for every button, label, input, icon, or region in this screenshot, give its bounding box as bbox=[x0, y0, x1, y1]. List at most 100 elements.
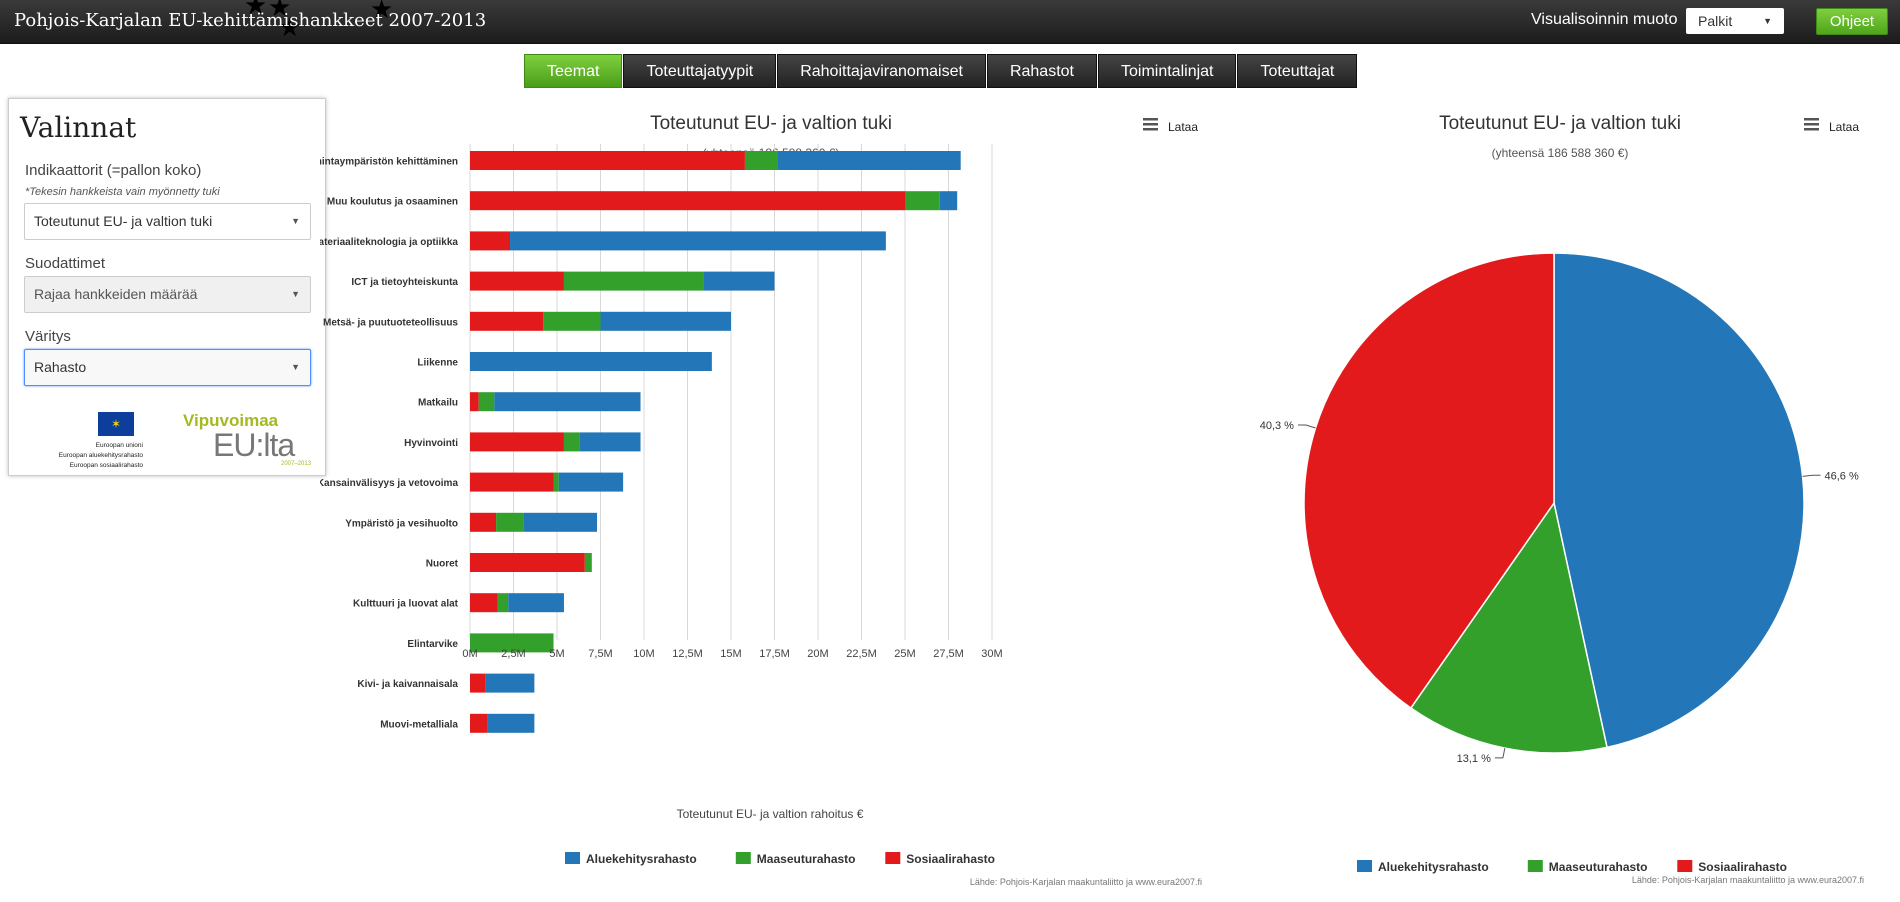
bar-segment[interactable] bbox=[470, 392, 479, 412]
pie-chart-menu[interactable]: Lataa bbox=[1804, 118, 1859, 134]
legend-swatch bbox=[735, 852, 751, 864]
legend-swatch bbox=[565, 852, 580, 864]
category-label: Kivi- ja kaivannaisala bbox=[357, 679, 458, 690]
caret-down-icon: ▼ bbox=[291, 216, 300, 226]
bar-segment[interactable] bbox=[470, 352, 712, 371]
bar-segment[interactable] bbox=[470, 472, 554, 492]
bar-segment[interactable] bbox=[470, 633, 554, 653]
x-tick-label: 10M bbox=[633, 648, 654, 660]
bar-segment[interactable] bbox=[470, 713, 488, 733]
bar-chart: Toteutunut EU- ja valtion tuki (yhteensä… bbox=[320, 113, 1202, 887]
legend-swatch bbox=[1357, 860, 1372, 872]
bar-segment[interactable] bbox=[470, 271, 564, 291]
bar-segment[interactable] bbox=[777, 151, 961, 170]
bar-segment[interactable] bbox=[470, 151, 745, 170]
legend-item[interactable]: Sosiaalirahasto bbox=[1698, 860, 1787, 874]
star-icon: ★ bbox=[370, 0, 394, 24]
filters-select-value: Rajaa hankkeiden määrää bbox=[34, 286, 198, 302]
eu-logo-line: Euroopan sosiaalirahasto bbox=[69, 462, 143, 469]
bar-segment[interactable] bbox=[579, 432, 641, 452]
pie-chart-menu-label: Lataa bbox=[1829, 120, 1859, 134]
legend-item[interactable]: Aluekehitysrahasto bbox=[1378, 860, 1489, 874]
pie-chart: Toteutunut EU- ja valtion tuki (yhteensä… bbox=[1260, 113, 1864, 885]
tab-rahoittajaviranomaiset[interactable]: Rahoittajaviranomaiset bbox=[777, 54, 986, 88]
legend-item[interactable]: Maaseuturahasto bbox=[1549, 860, 1648, 874]
bar-segment[interactable] bbox=[470, 432, 564, 452]
bar-segment[interactable] bbox=[510, 231, 886, 251]
indicator-label: Indikaattorit (=pallon koko) bbox=[25, 162, 202, 179]
bar-segment[interactable] bbox=[703, 271, 775, 291]
bar-segment[interactable] bbox=[523, 512, 598, 532]
bar-segment[interactable] bbox=[600, 311, 732, 331]
pie-connector bbox=[1297, 424, 1316, 429]
vipuvoimaa-years: 2007–2013 bbox=[281, 461, 312, 467]
tab-rahastot[interactable]: Rahastot bbox=[986, 54, 1097, 88]
tab-toteuttajatyypit[interactable]: Toteuttajatyypit bbox=[623, 54, 777, 88]
bar-segment[interactable] bbox=[508, 593, 564, 613]
menu-icon bbox=[1143, 128, 1158, 131]
bar-segment[interactable] bbox=[487, 713, 535, 733]
bar-chart-menu[interactable]: Lataa bbox=[1143, 118, 1198, 134]
bar-segment[interactable] bbox=[470, 673, 486, 693]
app-title: Pohjois-Karjalan EU-kehittämishankkeet 2… bbox=[14, 10, 487, 31]
pie-data-label: 13,1 % bbox=[1457, 753, 1491, 765]
filters-select[interactable]: Rajaa hankkeiden määrää ▼ bbox=[24, 276, 311, 313]
bar-segment[interactable] bbox=[470, 311, 544, 331]
tab-toimintalinjat[interactable]: Toimintalinjat bbox=[1098, 54, 1237, 88]
bar-segment[interactable] bbox=[563, 432, 580, 452]
tab-toteuttajat[interactable]: Toteuttajat bbox=[1237, 54, 1358, 88]
pie-chart-subtitle: (yhteensä 186 588 360 €) bbox=[1492, 146, 1629, 160]
tab-bar: Teemat Toteuttajatyypit Rahoittajavirano… bbox=[524, 54, 1358, 88]
bar-segment[interactable] bbox=[543, 311, 601, 331]
bar-segment[interactable] bbox=[496, 512, 524, 532]
x-tick-label: 5M bbox=[549, 648, 564, 660]
legend-item[interactable]: Maaseuturahasto bbox=[757, 852, 856, 866]
bar-segment[interactable] bbox=[497, 593, 509, 613]
x-tick-label: 30M bbox=[981, 648, 1002, 660]
tab-teemat[interactable]: Teemat bbox=[524, 54, 623, 88]
pie-slice[interactable] bbox=[1303, 252, 1555, 710]
bar-segment[interactable] bbox=[470, 553, 585, 572]
bar-segment[interactable] bbox=[470, 512, 497, 532]
x-tick-label: 15M bbox=[720, 648, 741, 660]
bar-segment[interactable] bbox=[563, 271, 704, 291]
bar-segment[interactable] bbox=[905, 191, 940, 211]
bar-segment[interactable] bbox=[494, 392, 641, 412]
legend-item[interactable]: Sosiaalirahasto bbox=[906, 852, 995, 866]
eu-logo-line: Euroopan unioni bbox=[95, 442, 143, 449]
caret-down-icon: ▼ bbox=[1763, 16, 1772, 26]
bar-segment[interactable] bbox=[478, 392, 495, 412]
top-bar: ★ ★ ★ ★ Pohjois-Karjalan EU-kehittämisha… bbox=[0, 0, 1900, 44]
category-label: Ympäristö ja vesihuolto bbox=[345, 518, 458, 529]
indicator-select[interactable]: Toteutunut EU- ja valtion tuki ▼ bbox=[24, 203, 311, 240]
menu-icon bbox=[1804, 118, 1819, 121]
coloring-select-value: Rahasto bbox=[34, 359, 87, 375]
visualization-select[interactable]: Palkit ▼ bbox=[1686, 8, 1784, 34]
eu-logo-line: Euroopan aluekehitysrahasto bbox=[58, 452, 143, 459]
category-label: Yritysten toimintaympäristön kehittämine… bbox=[320, 157, 458, 168]
menu-icon bbox=[1143, 118, 1158, 121]
panel-title: Valinnat bbox=[20, 111, 137, 144]
bar-segment[interactable] bbox=[558, 472, 624, 492]
x-tick-label: 7,5M bbox=[588, 648, 612, 660]
vipuvoimaa-title: Vipuvoimaa bbox=[183, 411, 279, 430]
caret-down-icon: ▼ bbox=[291, 362, 300, 372]
bar-segment[interactable] bbox=[553, 472, 559, 492]
coloring-label: Väritys bbox=[25, 328, 71, 345]
legend-item[interactable]: Aluekehitysrahasto bbox=[586, 852, 697, 866]
legend-swatch bbox=[1527, 860, 1543, 872]
coloring-select[interactable]: Rahasto ▼ bbox=[24, 349, 311, 386]
category-label: Liikenne bbox=[417, 358, 458, 369]
bar-segment[interactable] bbox=[470, 593, 498, 613]
x-tick-label: 2,5M bbox=[501, 648, 525, 660]
bar-segment[interactable] bbox=[584, 553, 592, 572]
pie-data-label: 40,3 % bbox=[1260, 420, 1294, 432]
bar-segment[interactable] bbox=[470, 231, 511, 251]
bar-segment[interactable] bbox=[939, 191, 958, 211]
bar-segment[interactable] bbox=[485, 673, 535, 693]
bar-segment[interactable] bbox=[744, 151, 778, 170]
category-label: Materiaaliteknologia ja optiikka bbox=[320, 237, 458, 248]
bar-segment[interactable] bbox=[470, 191, 905, 211]
help-button[interactable]: Ohjeet bbox=[1816, 8, 1888, 35]
bar-x-axis-label: Toteutunut EU- ja valtion rahoitus € bbox=[677, 807, 864, 821]
